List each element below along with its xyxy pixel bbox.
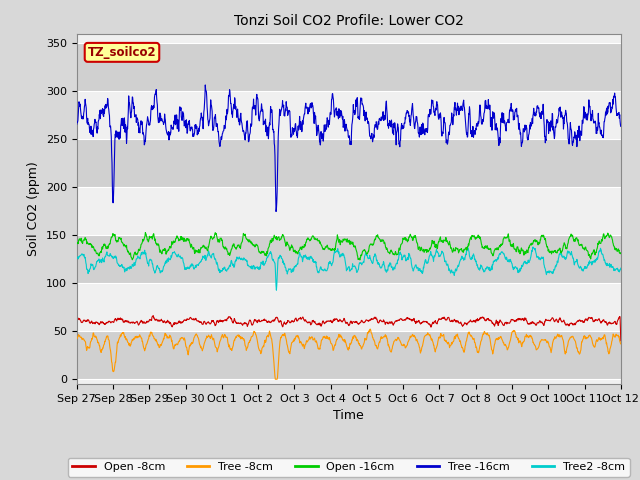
Text: TZ_soilco2: TZ_soilco2 — [88, 46, 156, 59]
X-axis label: Time: Time — [333, 409, 364, 422]
Bar — [77, 43, 621, 91]
Bar — [77, 235, 621, 283]
Y-axis label: Soil CO2 (ppm): Soil CO2 (ppm) — [28, 161, 40, 256]
Legend: Open -8cm, Tree -8cm, Open -16cm, Tree -16cm, Tree2 -8cm: Open -8cm, Tree -8cm, Open -16cm, Tree -… — [68, 457, 630, 477]
Bar — [77, 139, 621, 187]
Title: Tonzi Soil CO2 Profile: Lower CO2: Tonzi Soil CO2 Profile: Lower CO2 — [234, 14, 464, 28]
Bar — [77, 331, 621, 379]
